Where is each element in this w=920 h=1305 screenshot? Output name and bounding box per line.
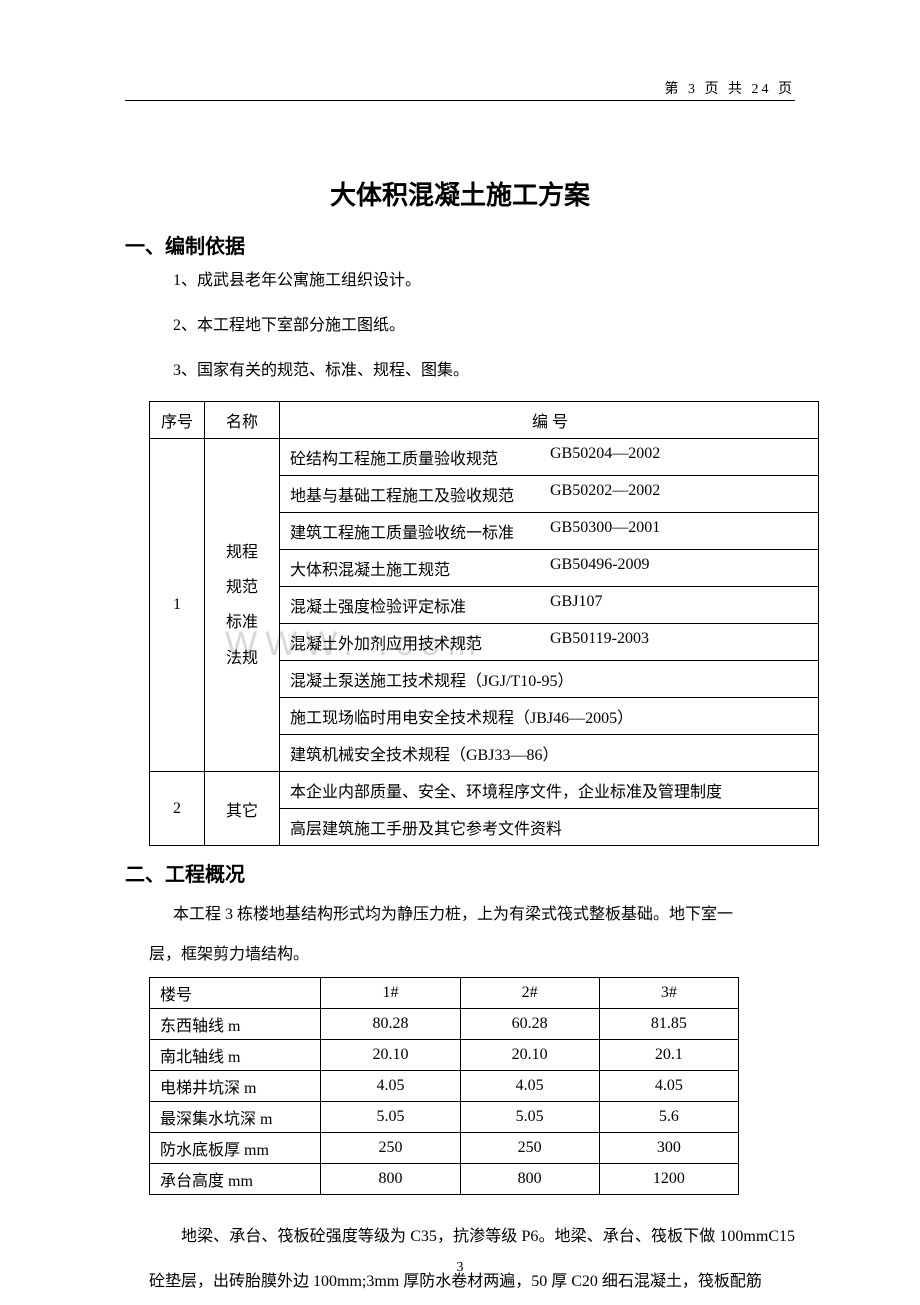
standards-table: 序号 名称 编 号 1 规程规范标准法规 砼结构工程施工质量验收规范GB5020…: [149, 401, 819, 846]
spec-cell: 地基与基础工程施工及验收规范GB50202—2002: [280, 476, 819, 513]
spec-cell: 混凝土强度检验评定标准GBJ107: [280, 587, 819, 624]
main-title: 大体积混凝土施工方案: [125, 175, 795, 212]
t2-val: 800: [460, 1164, 599, 1195]
table-row: 电梯井坑深 m 4.05 4.05 4.05: [150, 1071, 739, 1102]
spec-code: GB50300—2001: [550, 519, 810, 543]
t2-val: 5.05: [460, 1102, 599, 1133]
t2-val: 5.05: [321, 1102, 460, 1133]
overview-line2: 层，框架剪力墙结构。: [149, 935, 795, 975]
t2-label: 东西轴线 m: [150, 1009, 321, 1040]
t2-val: 4.05: [460, 1071, 599, 1102]
t2-val: 80.28: [321, 1009, 460, 1040]
t2-val: 81.85: [599, 1009, 738, 1040]
spec-code: GB50119-2003: [550, 630, 810, 654]
table-row: 1 规程规范标准法规 砼结构工程施工质量验收规范GB50204—2002: [150, 439, 819, 476]
t2-val: 5.6: [599, 1102, 738, 1133]
t2-val: 4.05: [599, 1071, 738, 1102]
t2-label: 最深集水坑深 m: [150, 1102, 321, 1133]
t2-label: 电梯井坑深 m: [150, 1071, 321, 1102]
table-row: 承台高度 mm 800 800 1200: [150, 1164, 739, 1195]
table-row: 最深集水坑深 m 5.05 5.05 5.6: [150, 1102, 739, 1133]
spec-code: GB50204—2002: [550, 445, 810, 469]
basis-item-2: 2、本工程地下室部分施工图纸。: [173, 312, 795, 341]
table-row: 楼号 1# 2# 3#: [150, 978, 739, 1009]
section2-heading: 二、工程概况: [125, 858, 795, 887]
t2-val: 20.1: [599, 1040, 738, 1071]
spec-name: 混凝土强度检验评定标准: [290, 593, 550, 617]
spec-cell: 砼结构工程施工质量验收规范GB50204—2002: [280, 439, 819, 476]
group2-name: 其它: [205, 772, 280, 846]
t2-val: 4.05: [321, 1071, 460, 1102]
page-header: 第 3 页 共 24 页: [665, 78, 796, 98]
table-row: 防水底板厚 mm 250 250 300: [150, 1133, 739, 1164]
spec-name: 大体积混凝土施工规范: [290, 556, 550, 580]
spec-cell: 建筑机械安全技术规程（GBJ33—86）: [280, 735, 819, 772]
group2-seq: 2: [150, 772, 205, 846]
header-divider: [125, 100, 795, 101]
spec-name: 混凝土外加剂应用技术规范: [290, 630, 550, 654]
spec-name: 建筑工程施工质量验收统一标准: [290, 519, 550, 543]
table-row: 序号 名称 编 号: [150, 402, 819, 439]
t2-val: 20.10: [460, 1040, 599, 1071]
table-row: 2 其它 本企业内部质量、安全、环境程序文件，企业标准及管理制度: [150, 772, 819, 809]
t2-val: 250: [460, 1133, 599, 1164]
spec-name: 地基与基础工程施工及验收规范: [290, 482, 550, 506]
basis-item-1: 1、成武县老年公寓施工组织设计。: [173, 267, 795, 296]
t2-header: 1#: [321, 978, 460, 1009]
spec-cell: 施工现场临时用电安全技术规程（JBJ46—2005）: [280, 698, 819, 735]
t2-val: 1200: [599, 1164, 738, 1195]
t2-header: 楼号: [150, 978, 321, 1009]
spec-cell: 混凝土外加剂应用技术规范GB50119-2003: [280, 624, 819, 661]
t2-val: 300: [599, 1133, 738, 1164]
t2-header: 2#: [460, 978, 599, 1009]
spec-cell: 混凝土泵送施工技术规程（JGJ/T10-95）: [280, 661, 819, 698]
group1-seq: 1: [150, 439, 205, 772]
t2-header: 3#: [599, 978, 738, 1009]
t2-label: 承台高度 mm: [150, 1164, 321, 1195]
spec-code: GB50202—2002: [550, 482, 810, 506]
page-number: 3: [0, 1260, 920, 1276]
spec-cell: 大体积混凝土施工规范GB50496-2009: [280, 550, 819, 587]
section1-heading: 一、编制依据: [125, 230, 795, 259]
t2-val: 250: [321, 1133, 460, 1164]
other-cell: 本企业内部质量、安全、环境程序文件，企业标准及管理制度: [280, 772, 819, 809]
table-row: 东西轴线 m 80.28 60.28 81.85: [150, 1009, 739, 1040]
content-area: 大体积混凝土施工方案 一、编制依据 1、成武县老年公寓施工组织设计。 2、本工程…: [125, 175, 795, 1305]
other-cell: 高层建筑施工手册及其它参考文件资料: [280, 809, 819, 846]
t2-val: 20.10: [321, 1040, 460, 1071]
spec-name: 砼结构工程施工质量验收规范: [290, 445, 550, 469]
building-specs-table: 楼号 1# 2# 3# 东西轴线 m 80.28 60.28 81.85 南北轴…: [149, 977, 739, 1195]
spec-cell: 建筑工程施工质量验收统一标准GB50300—2001: [280, 513, 819, 550]
basis-item-3: 3、国家有关的规范、标准、规程、图集。: [173, 357, 795, 386]
spec-code: GB50496-2009: [550, 556, 810, 580]
t2-label: 南北轴线 m: [150, 1040, 321, 1071]
t2-val: 800: [321, 1164, 460, 1195]
spec-code: GBJ107: [550, 593, 810, 617]
table-row: 南北轴线 m 20.10 20.10 20.1: [150, 1040, 739, 1071]
t2-label: 防水底板厚 mm: [150, 1133, 321, 1164]
overview-line1: 本工程 3 栋楼地基结构形式均为静压力桩，上为有梁式筏式整板基础。地下室一: [173, 895, 795, 935]
header-code: 编 号: [280, 402, 819, 439]
group1-name: 规程规范标准法规: [205, 439, 280, 772]
t2-val: 60.28: [460, 1009, 599, 1040]
header-seq: 序号: [150, 402, 205, 439]
header-name: 名称: [205, 402, 280, 439]
